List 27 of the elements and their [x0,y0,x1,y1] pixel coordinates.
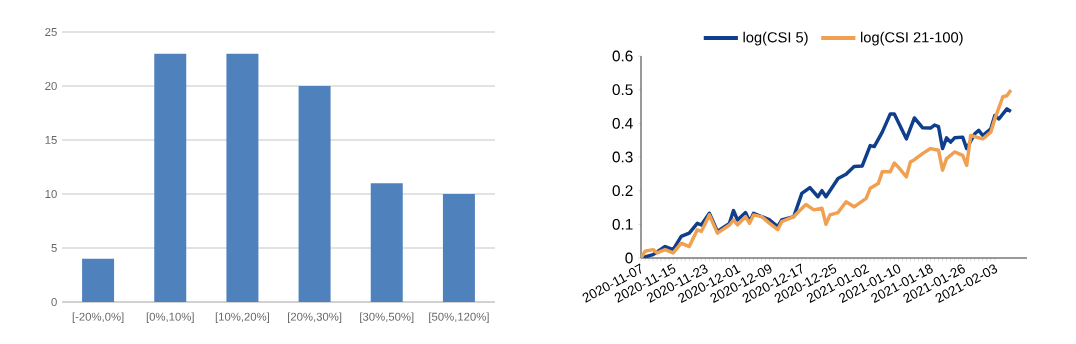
bar [298,86,331,302]
y-tick-label: 0.2 [612,185,633,197]
y-tick-label: 5 [51,244,57,252]
y-tick-label: 20 [45,82,57,91]
legend-label: log(CSI 5) [743,31,808,46]
x-tick-label: [0%,10%] [146,312,194,323]
y-tick-label: 0 [51,298,57,307]
y-tick-label: 15 [45,136,57,144]
bar [370,183,403,302]
y-tick-label: 10 [45,190,57,199]
x-tick-label: [10%,20%] [215,312,270,323]
y-tick-label: 0.5 [612,84,633,96]
bar [442,194,475,302]
x-tick-label: [20%,30%] [287,312,342,323]
y-tick-label: 0.3 [612,151,633,163]
legend-label: log(CSI 21-100) [861,31,963,46]
y-tick-label: 25 [45,28,57,37]
y-tick-label: 0.1 [612,218,633,230]
x-tick-label: [50%,120%] [429,312,489,323]
x-tick-label: [-20%,0%] [72,312,124,323]
y-tick-label: 0.4 [612,117,633,129]
bar [154,53,187,302]
y-tick-label: 0 [625,252,633,264]
x-tick-label: [30%,50%] [360,312,414,323]
y-tick-label: 0.6 [612,50,633,62]
bar [226,53,259,302]
bar [82,258,115,302]
